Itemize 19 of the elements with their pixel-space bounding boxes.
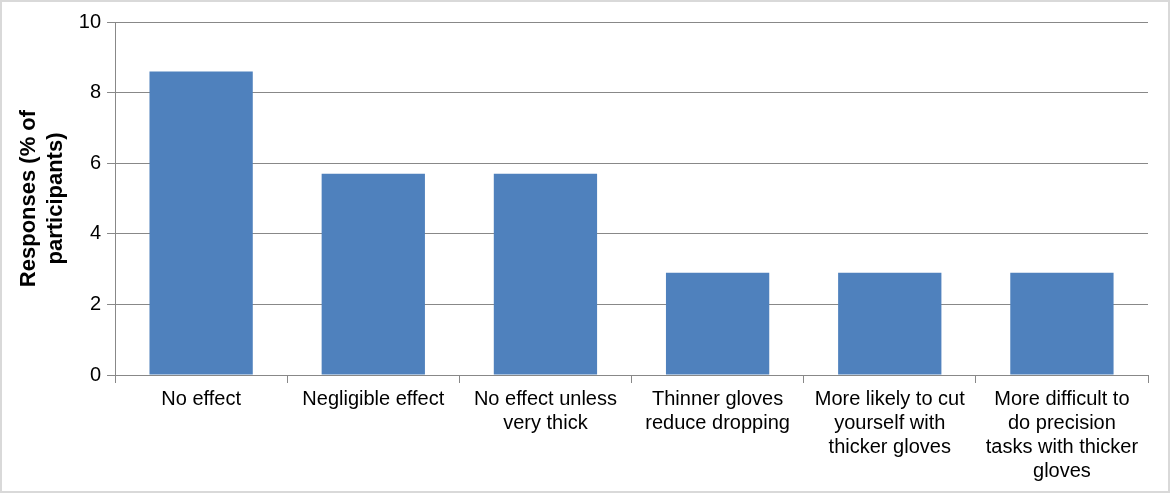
y-tick-label: 8 (89, 80, 102, 103)
bar (493, 173, 598, 375)
y-tick-label: 2 (89, 291, 102, 314)
y-axis-title: Responses (% of participants) (15, 109, 67, 288)
y-tick-label: 0 (89, 362, 102, 385)
x-tick-label: Thinner gloves reduce dropping (645, 386, 790, 433)
bar (665, 272, 770, 375)
x-tick-label: More difficult to do precision tasks with thicker gloves (985, 386, 1139, 481)
x-tick-label: No effect unless very thick (473, 386, 617, 433)
y-tick-label: 10 (78, 9, 102, 32)
y-tick-label: 4 (89, 221, 102, 244)
y-tick-label: 6 (89, 150, 102, 173)
bar (838, 272, 942, 375)
x-tick-label: More likely to cut yourself with thicker gloves (814, 386, 966, 457)
bar (321, 173, 425, 375)
bar (1010, 272, 1114, 375)
bar (149, 71, 253, 375)
x-tick-label: Negligible effect (302, 386, 445, 409)
x-tick-label: No effect (161, 386, 242, 409)
